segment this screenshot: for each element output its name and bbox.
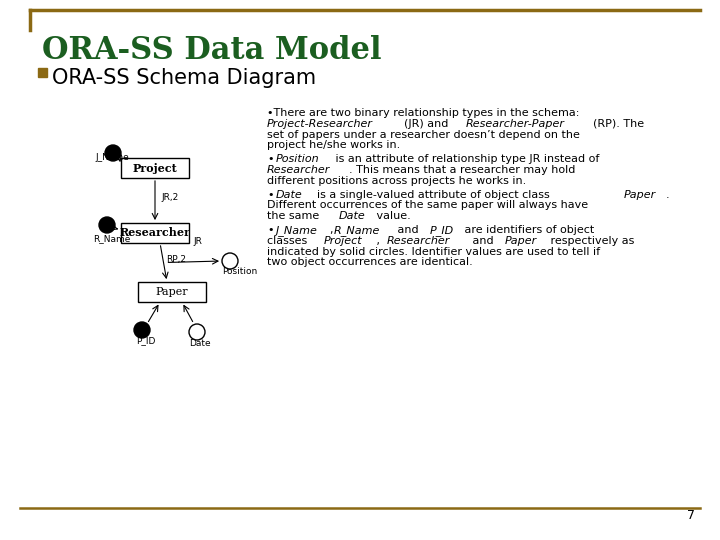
Text: Researcher: Researcher <box>387 236 450 246</box>
Bar <box>121 158 189 178</box>
Text: ORA-SS Schema Diagram: ORA-SS Schema Diagram <box>52 68 316 87</box>
Circle shape <box>134 322 150 338</box>
Text: JR,2: JR,2 <box>161 193 179 202</box>
Circle shape <box>222 253 238 269</box>
Text: Paper: Paper <box>505 236 537 246</box>
Text: project he/she works in.: project he/she works in. <box>267 140 400 151</box>
Text: P_ID: P_ID <box>430 225 454 236</box>
Text: Project: Project <box>132 163 177 173</box>
Text: R_Name: R_Name <box>93 234 130 244</box>
Text: P_ID: P_ID <box>136 336 156 346</box>
Text: and: and <box>394 225 422 235</box>
Text: the same: the same <box>267 211 323 221</box>
Text: Paper: Paper <box>624 190 656 200</box>
Text: Project: Project <box>323 236 362 246</box>
Text: value.: value. <box>374 211 411 221</box>
Text: •There are two binary relationship types in the schema:: •There are two binary relationship types… <box>267 108 580 118</box>
Circle shape <box>99 217 115 233</box>
Bar <box>138 282 206 302</box>
Text: indicated by solid circles. Identifier values are used to tell if: indicated by solid circles. Identifier v… <box>267 247 600 256</box>
Text: respectively as: respectively as <box>546 236 634 246</box>
Text: Date: Date <box>339 211 366 221</box>
Text: is an attribute of relationship type JR instead of: is an attribute of relationship type JR … <box>332 154 599 164</box>
Text: (RP). The: (RP). The <box>593 119 644 129</box>
Text: Different occurrences of the same paper will always have: Different occurrences of the same paper … <box>267 200 588 211</box>
Text: •: • <box>267 225 274 235</box>
Text: two object occurrences are identical.: two object occurrences are identical. <box>267 258 473 267</box>
Text: .: . <box>665 190 669 200</box>
Circle shape <box>105 145 121 161</box>
Text: ,: , <box>330 225 333 235</box>
Text: JR: JR <box>193 237 202 246</box>
Text: Position: Position <box>275 154 319 164</box>
Text: J_Name: J_Name <box>275 225 318 236</box>
Text: RP,2: RP,2 <box>166 255 186 264</box>
Text: •: • <box>267 190 274 200</box>
Text: •: • <box>267 154 274 164</box>
Text: Paper: Paper <box>156 287 189 297</box>
Bar <box>121 223 189 243</box>
Text: are identifiers of object: are identifiers of object <box>462 225 595 235</box>
Text: Position: Position <box>222 267 257 276</box>
Text: Project-Researcher: Project-Researcher <box>267 119 373 129</box>
Text: Date: Date <box>275 190 302 200</box>
Text: ,: , <box>373 236 384 246</box>
Text: . This means that a researcher may hold: . This means that a researcher may hold <box>348 165 575 175</box>
Text: is a single-valued attribute of object class: is a single-valued attribute of object c… <box>310 190 553 200</box>
Text: and: and <box>469 236 497 246</box>
Text: Researcher: Researcher <box>120 227 190 239</box>
Text: R_Name: R_Name <box>334 225 380 236</box>
Text: set of papers under a researcher doesn’t depend on the: set of papers under a researcher doesn’t… <box>267 130 580 140</box>
Text: (JR) and: (JR) and <box>404 119 451 129</box>
Text: 7: 7 <box>687 509 695 522</box>
Text: different positions across projects he works in.: different positions across projects he w… <box>267 176 526 186</box>
Text: Researcher-Paper: Researcher-Paper <box>466 119 564 129</box>
Text: ORA-SS Data Model: ORA-SS Data Model <box>42 35 382 66</box>
Circle shape <box>189 324 205 340</box>
Text: Researcher: Researcher <box>267 165 330 175</box>
Text: Date: Date <box>189 339 211 348</box>
Text: J_Name: J_Name <box>95 153 129 163</box>
Bar <box>38 68 47 77</box>
Text: classes: classes <box>267 236 311 246</box>
